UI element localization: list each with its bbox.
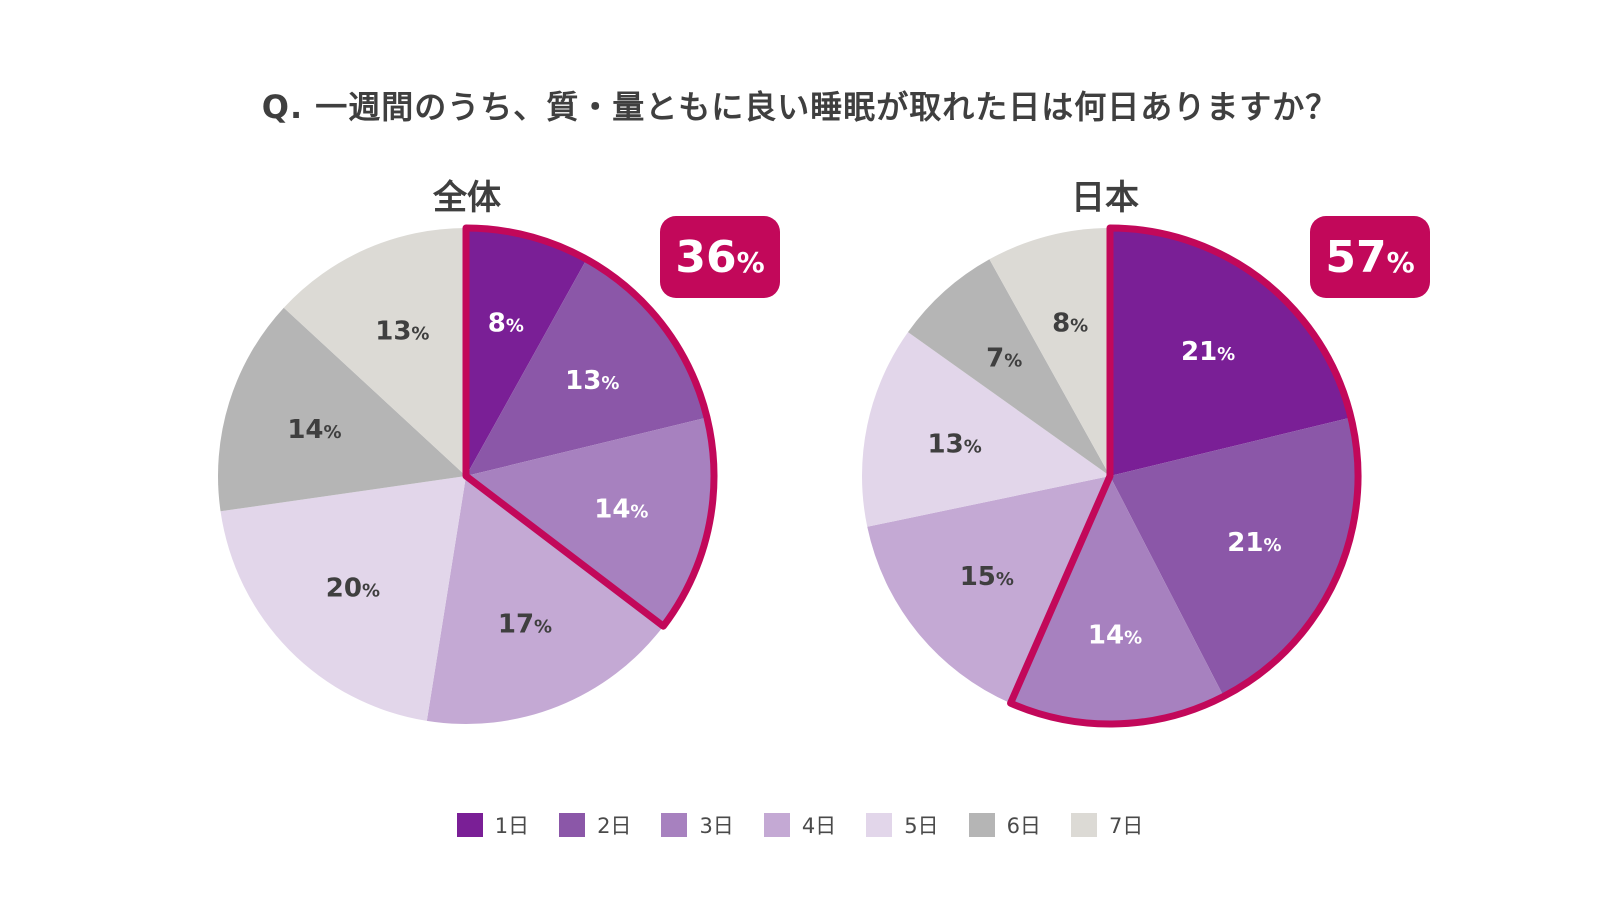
pie-slice: [220, 476, 466, 721]
chart-title-overall: 全体: [433, 178, 501, 218]
pie-slice: [283, 228, 466, 476]
slice-label: 8%: [1052, 308, 1088, 338]
pie-slice: [1010, 476, 1224, 724]
pie-slice: [989, 228, 1110, 476]
pie-slice: [862, 332, 1110, 527]
highlight-callout-japan: 57%: [1310, 216, 1430, 298]
pie-slice: [218, 307, 466, 512]
legend-item: 7日: [1070, 810, 1144, 840]
slice-label: 14%: [287, 415, 341, 445]
pie-slice: [466, 228, 587, 476]
legend-item: 2日: [559, 810, 631, 840]
slice-label: 8%: [488, 308, 524, 338]
legend-swatch: [456, 813, 483, 837]
slice-label: 21%: [1181, 337, 1235, 367]
pie-slice: [1110, 228, 1352, 476]
legend-item: 6日: [968, 810, 1041, 840]
slice-label: 13%: [565, 366, 619, 396]
legend-label: 5日: [904, 814, 939, 838]
slice-label: 14%: [1088, 621, 1142, 651]
highlight-outline: [462, 224, 718, 630]
pie-slice: [466, 259, 708, 476]
pie-slice: [867, 476, 1110, 704]
legend-swatch: [763, 813, 790, 837]
legend-label: 1日: [494, 814, 530, 838]
slice-label: 13%: [928, 429, 982, 459]
legend-item: 4日: [763, 810, 837, 840]
legend-label: 7日: [1108, 814, 1144, 838]
pie-slice: [907, 259, 1110, 476]
legend-label: 6日: [1006, 814, 1041, 838]
highlight-percent-sign: %: [1386, 245, 1415, 279]
slice-label: 15%: [960, 562, 1014, 592]
highlight-callout-overall: 36%: [660, 216, 780, 298]
slice-label: 21%: [1227, 528, 1281, 558]
legend-swatch: [1070, 813, 1097, 837]
legend-swatch: [968, 813, 995, 837]
legend-label: 4日: [801, 814, 837, 838]
slice-label: 17%: [498, 609, 552, 639]
slice-label: 13%: [375, 317, 429, 347]
legend: 1日 2日 3日 4日 5日 6日 7日: [0, 810, 1600, 840]
legend-label: 3日: [699, 814, 734, 838]
page-title: Q. 一週間のうち、質・量ともに良い睡眠が取れた日は何日ありますか？: [261, 88, 1339, 126]
legend-item: 1日: [456, 810, 530, 840]
slice-label: 20%: [326, 573, 380, 603]
highlight-total-overall: 36: [675, 231, 737, 283]
legend-item: 5日: [866, 810, 939, 840]
legend-swatch: [559, 813, 586, 837]
highlight-percent-sign: %: [736, 245, 765, 279]
pie-slice: [426, 476, 664, 724]
highlight-total-japan: 57: [1325, 231, 1387, 283]
legend-swatch: [866, 813, 893, 837]
chart-title-japan: 日本: [1071, 178, 1139, 218]
pie-slice: [466, 417, 714, 627]
legend-label: 2日: [597, 814, 632, 838]
pie-slice: [1110, 417, 1358, 697]
slice-label: 7%: [986, 344, 1022, 374]
highlight-outline: [1007, 224, 1362, 728]
legend-swatch: [661, 813, 688, 837]
legend-item: 3日: [661, 810, 734, 840]
slice-label: 14%: [594, 495, 648, 525]
